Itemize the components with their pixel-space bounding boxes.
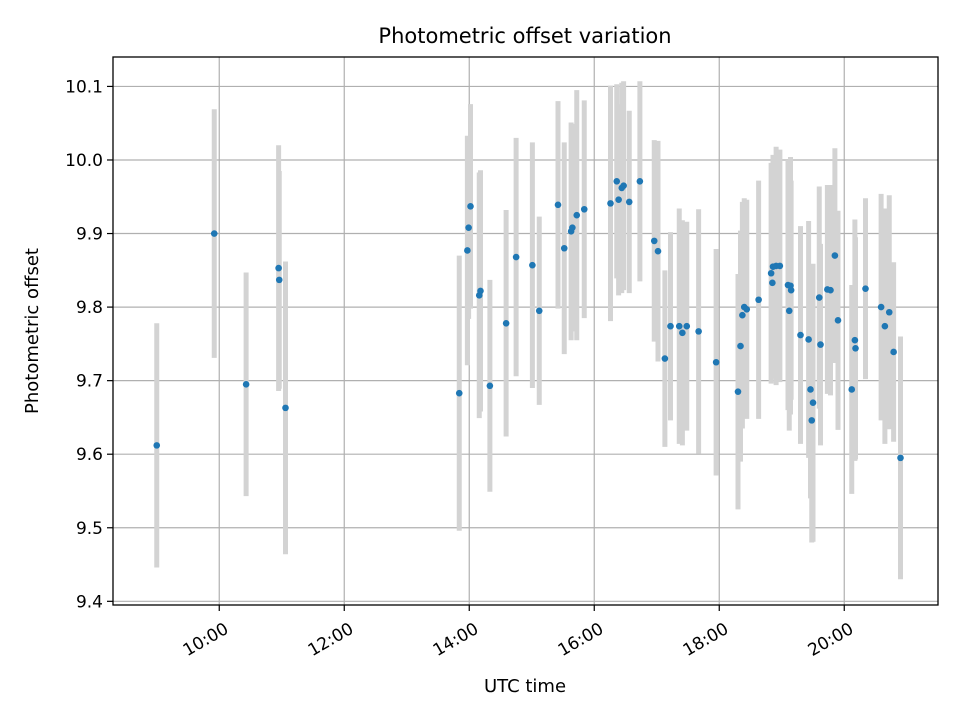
data-point <box>153 442 161 449</box>
data-point <box>897 454 904 462</box>
data-point <box>852 344 859 352</box>
chart-title: Photometric offset variation <box>378 24 671 48</box>
data-point <box>851 336 859 344</box>
data-point <box>242 381 250 388</box>
data-point <box>734 388 742 395</box>
data-point <box>834 317 842 324</box>
data-point <box>569 224 576 231</box>
data-point <box>739 311 746 319</box>
data-point <box>807 386 814 393</box>
data-point <box>831 252 839 259</box>
data-point <box>464 247 471 254</box>
data-point <box>477 287 484 295</box>
data-point <box>620 182 627 190</box>
data-point <box>560 244 568 252</box>
data-point <box>776 262 784 270</box>
y-axis-label: Photometric offset <box>22 248 43 414</box>
data-point <box>881 322 889 330</box>
y-tick-label: 9.9 <box>76 225 103 245</box>
data-point <box>282 404 289 412</box>
data-point <box>275 276 283 284</box>
data-point <box>512 253 520 261</box>
data-point <box>797 331 804 339</box>
data-point <box>535 307 543 315</box>
data-point <box>679 329 686 337</box>
data-point <box>712 358 720 366</box>
data-point <box>787 286 795 294</box>
data-point <box>486 382 494 390</box>
data-point <box>467 203 474 210</box>
data-point <box>613 178 621 185</box>
data-point <box>675 322 683 330</box>
y-tick-label: 9.4 <box>76 592 103 612</box>
data-point <box>625 198 633 206</box>
data-point <box>210 230 218 237</box>
y-axis-ticks: 9.4 9.5 9.6 9.7 9.8 9.9 10.0 10.1 <box>65 77 113 612</box>
y-tick-label: 9.8 <box>76 298 103 318</box>
data-point <box>767 269 775 277</box>
data-point <box>502 319 510 327</box>
data-point <box>636 178 644 185</box>
data-point <box>465 224 472 231</box>
data-point <box>817 341 824 348</box>
data-point <box>654 247 662 255</box>
data-point <box>683 322 691 330</box>
data-point <box>667 322 674 330</box>
y-tick-label: 9.6 <box>76 445 103 465</box>
data-point <box>885 308 893 316</box>
data-point <box>554 201 562 209</box>
data-point <box>580 205 588 213</box>
data-point <box>695 328 702 335</box>
data-point <box>785 307 793 315</box>
x-axis-label: UTC time <box>484 676 566 697</box>
data-point <box>769 279 776 287</box>
data-point <box>573 211 581 219</box>
data-point <box>877 303 885 311</box>
data-point <box>805 336 812 343</box>
data-point <box>607 200 614 207</box>
y-tick-label: 9.7 <box>76 372 103 392</box>
data-point <box>743 306 751 313</box>
data-point <box>827 286 834 294</box>
data-point <box>755 296 762 304</box>
data-point <box>661 355 669 362</box>
data-point <box>650 237 658 245</box>
data-point <box>815 294 823 301</box>
data-point <box>809 399 817 407</box>
y-tick-label: 9.5 <box>76 519 103 539</box>
plot-frame <box>112 56 939 606</box>
y-tick-label: 10.1 <box>65 77 103 97</box>
data-point <box>848 386 856 393</box>
data-point <box>862 285 869 293</box>
y-tick-label: 10.0 <box>65 151 103 171</box>
data-point <box>808 417 816 424</box>
data-point <box>275 264 282 272</box>
data-point <box>529 261 536 269</box>
data-points <box>153 178 904 462</box>
data-point <box>615 196 622 204</box>
data-point <box>455 389 463 397</box>
data-point <box>737 342 744 350</box>
data-point <box>890 348 897 356</box>
